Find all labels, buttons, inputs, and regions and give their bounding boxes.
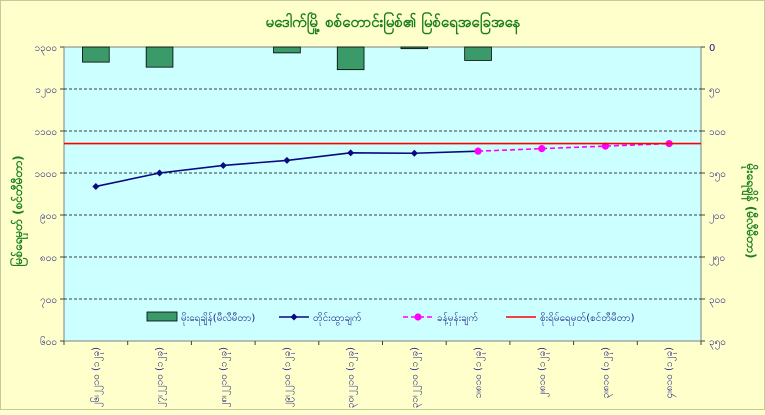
left-tick-label: ၁၀၀၀ bbox=[35, 169, 58, 180]
left-tick-label: ၆၀၀ bbox=[40, 335, 57, 348]
left-tick-label: ၇၀၀ bbox=[40, 295, 57, 308]
observed-point bbox=[92, 182, 100, 190]
legend-swatch-rain bbox=[146, 311, 178, 322]
right-tick-label: ၃၀၀ bbox=[709, 295, 726, 308]
legend-label: မိုးရေချိန်(မီလီမီတာ) bbox=[181, 311, 255, 326]
rain-bar bbox=[464, 46, 492, 61]
left-tick-label: ၁၁၀၀ bbox=[35, 127, 58, 138]
left-tick-label: ၉၀၀ bbox=[40, 211, 57, 224]
right-tick-label: ၂၀၀ bbox=[709, 211, 725, 224]
rain-bar bbox=[82, 46, 110, 63]
plot-area bbox=[63, 46, 702, 342]
x-axis: ၂၆၊၂၂၁၀ (၁၂ခု) ၂၇၊၂၂၁၀ (၁၂ခု) ၂၈၊၂၂၁၀ (၁၂ခ… bbox=[63, 341, 702, 408]
right-tick-label: ၁၅၀ bbox=[709, 169, 726, 182]
x-tick-label: ၂၇၊၂၂၁၀ (၁၂ခု) bbox=[155, 347, 168, 407]
right-tick-label: 0 bbox=[709, 43, 715, 54]
x-tick-label: ၂၉၊၂၂၁၀ (၁၂ခု) bbox=[282, 347, 295, 407]
left-axis-label: မြစ်ရေမှတ် (စင်တီမီတာ) bbox=[8, 155, 29, 266]
observed-point bbox=[219, 161, 227, 169]
forecast-point bbox=[538, 145, 546, 153]
rain-bar bbox=[145, 46, 174, 68]
right-tick-label: ၅၀ bbox=[709, 85, 720, 98]
legend-label: စိုးရိမ်ရေမှတ်(စင်တီမီတာ) bbox=[540, 311, 635, 326]
rain-bar bbox=[273, 46, 301, 54]
left-tick-label: ၁၂၀၀ bbox=[35, 85, 57, 98]
forecast-point bbox=[474, 147, 482, 155]
x-tick-label: ၃၁၊၂၂၁၀ (၁၂ခု) bbox=[409, 347, 422, 408]
rain-bar bbox=[336, 46, 365, 71]
right-tick-label: ၁၀၀ bbox=[709, 127, 726, 138]
right-axis-label: မိုးရေချိန် (မီလီမီတာ) bbox=[740, 163, 760, 259]
left-axis: ၆၀၀ ၇၀၀ ၈၀၀ ၉၀၀ ၁၀၀၀ ၁၁၀၀ ၁၂၀၀ ၁၃၀၀ bbox=[35, 43, 64, 348]
rain-bars bbox=[82, 46, 492, 71]
right-tick-label: ၃၅၀ bbox=[709, 337, 726, 350]
x-tick-label: ၄၊၈၁၀ (၁၂ခု) bbox=[664, 347, 677, 398]
observed-point bbox=[283, 156, 291, 164]
gridlines bbox=[64, 88, 701, 300]
legend: မိုးရေချိန်(မီလီမီတာ) တိုင်းထွာချက် ခန့်မှ… bbox=[146, 311, 635, 326]
left-tick-label: ၈၀၀ bbox=[40, 253, 57, 264]
legend-marker-observed bbox=[290, 313, 298, 321]
x-tick-label: ၂၆၊၂၂၁၀ (၁၂ခု) bbox=[89, 347, 104, 407]
legend-label: ခန့်မှန်းချက် bbox=[437, 311, 478, 326]
x-tick-label: ၃၀၊၂၂၁၀ (၁၂ခု) bbox=[346, 347, 359, 408]
observed-point bbox=[347, 149, 355, 157]
x-tick-label: ၂၈၊၂၂၁၀ (၁၂ခု) bbox=[218, 347, 231, 408]
legend-label: တိုင်းထွာချက် bbox=[313, 311, 362, 326]
water-level-lines bbox=[64, 140, 701, 190]
x-tick-label: ၁၊၈၁၀ (၁၂ခု) bbox=[473, 347, 486, 398]
right-tick-label: ၂၅၀ bbox=[709, 253, 725, 266]
x-tick-label: ၃၊၈၁၀ (၁၂ခု) bbox=[600, 347, 613, 398]
rain-bar bbox=[400, 46, 429, 50]
observed-point bbox=[156, 169, 164, 177]
x-tick-label: ၂၊၈၁၀ (၁၂ခု) bbox=[537, 347, 550, 398]
left-tick-label: ၁၃၀၀ bbox=[35, 43, 58, 56]
chart-title: မဒေါက်မြို့ စစ်တောင်းမြစ်၏ မြစ်ရေအခြေအနေ bbox=[266, 11, 521, 35]
legend-marker-forecast bbox=[414, 313, 422, 321]
observed-point bbox=[410, 149, 418, 157]
